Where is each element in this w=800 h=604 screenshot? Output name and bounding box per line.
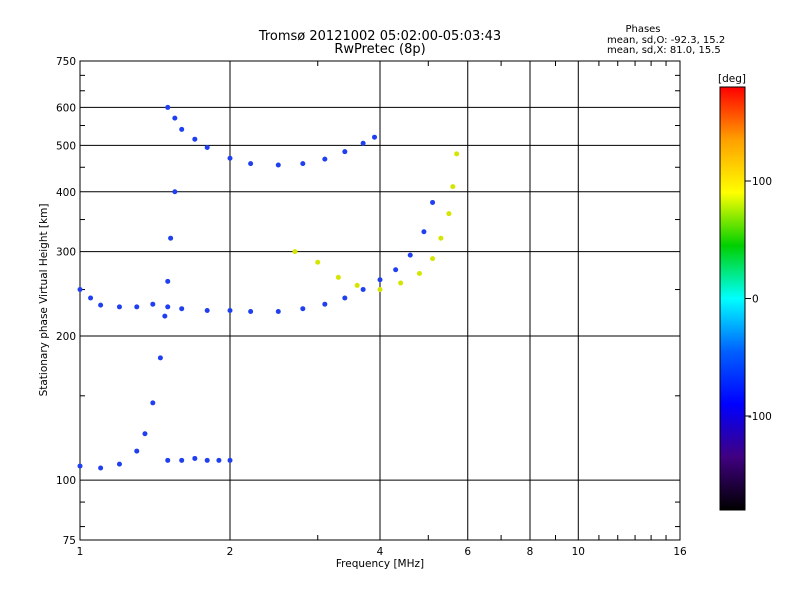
data-point [322,156,328,162]
x-tick-label: 1 [77,546,84,558]
data-point [300,306,306,312]
data-point [165,278,171,284]
plot-grid [80,61,680,540]
plot-frame [79,60,681,541]
data-point [354,282,360,288]
data-point [227,155,233,161]
data-point [179,306,185,312]
data-point [179,457,185,463]
x-tick-label: 6 [464,546,471,558]
data-point [227,308,233,314]
data-point [192,455,198,461]
data-point [150,301,156,307]
data-point [430,199,436,205]
y-tick-label: 75 [63,535,76,547]
colorbar-tick-label: -100 [748,411,772,423]
data-point [342,295,348,301]
y-tick-label: 750 [56,56,76,68]
data-point [142,431,148,437]
legend-title: Phases [625,24,660,35]
x-tick-label: 16 [673,546,687,558]
data-point [165,304,171,310]
data-point [360,287,366,293]
data-point [116,304,122,310]
data-point [150,400,156,406]
data-point [204,457,210,463]
data-point [438,235,444,241]
data-point [192,136,198,142]
data-point [322,301,328,307]
data-point [446,211,452,217]
x-axis-label: Frequency [MHz] [336,558,424,570]
data-point [216,457,222,463]
data-point [162,313,168,319]
data-point [116,461,122,467]
data-point [416,271,422,277]
data-point [407,252,413,258]
data-point [292,249,298,255]
data-point [157,355,163,361]
colorbar-label: [deg] [718,73,746,85]
data-point [77,287,83,293]
data-point [398,280,404,286]
x-axis-ticks: 1 2 4 6 8 10 16 [77,61,687,558]
data-point [393,267,399,273]
data-point [204,308,210,314]
data-point [275,162,281,168]
y-tick-label: 200 [56,331,76,343]
data-point [454,151,460,157]
data-point [227,457,233,463]
data-point [430,256,436,262]
colorbar-ticks: 100 0 -100 [745,176,772,423]
data-point [204,144,210,150]
data-point [360,140,366,146]
y-tick-label: 400 [56,187,76,199]
legend-line-o: mean, sd,O: -92.3, 15.2 [607,35,725,46]
data-point [134,304,140,310]
data-point [248,161,254,167]
y-axis-label: Stationary phase Virtual Height [km] [38,204,50,397]
data-points [77,104,460,471]
data-point [248,308,254,314]
data-point [335,274,341,280]
data-point [165,104,171,110]
y-tick-label: 100 [56,475,76,487]
data-point [168,235,174,241]
x-tick-label: 4 [377,546,384,558]
chart-title: Tromsø 20121002 05:02:00-05:03:43 [258,29,501,44]
colorbar-tick-label: 100 [752,176,772,188]
data-point [88,295,94,301]
data-point [179,126,185,132]
data-point [342,149,348,155]
y-tick-label: 500 [56,140,76,152]
x-tick-label: 8 [527,546,534,558]
chart-subtitle: RwPretec (8p) [334,42,425,57]
colorbar [719,86,746,511]
x-tick-label: 2 [227,546,234,558]
y-axis-ticks: 75 100 200 300 400 500 600 750 [56,56,680,547]
data-point [421,229,427,235]
x-tick-label: 10 [572,546,585,558]
data-point [372,134,378,140]
data-point [315,259,321,265]
data-point [165,457,171,463]
data-point [275,308,281,314]
data-point [172,189,178,195]
data-point [98,465,104,471]
data-point [450,184,456,190]
data-point [300,161,306,167]
data-point [377,287,383,293]
colorbar-tick-label: 0 [752,294,759,306]
data-point [98,302,104,308]
legend-line-x: mean, sd,X: 81.0, 15.5 [607,45,721,56]
data-point [134,448,140,454]
y-tick-label: 600 [56,102,76,114]
data-point [377,277,383,283]
data-point [77,463,83,469]
data-point [172,115,178,121]
y-tick-label: 300 [56,247,76,259]
